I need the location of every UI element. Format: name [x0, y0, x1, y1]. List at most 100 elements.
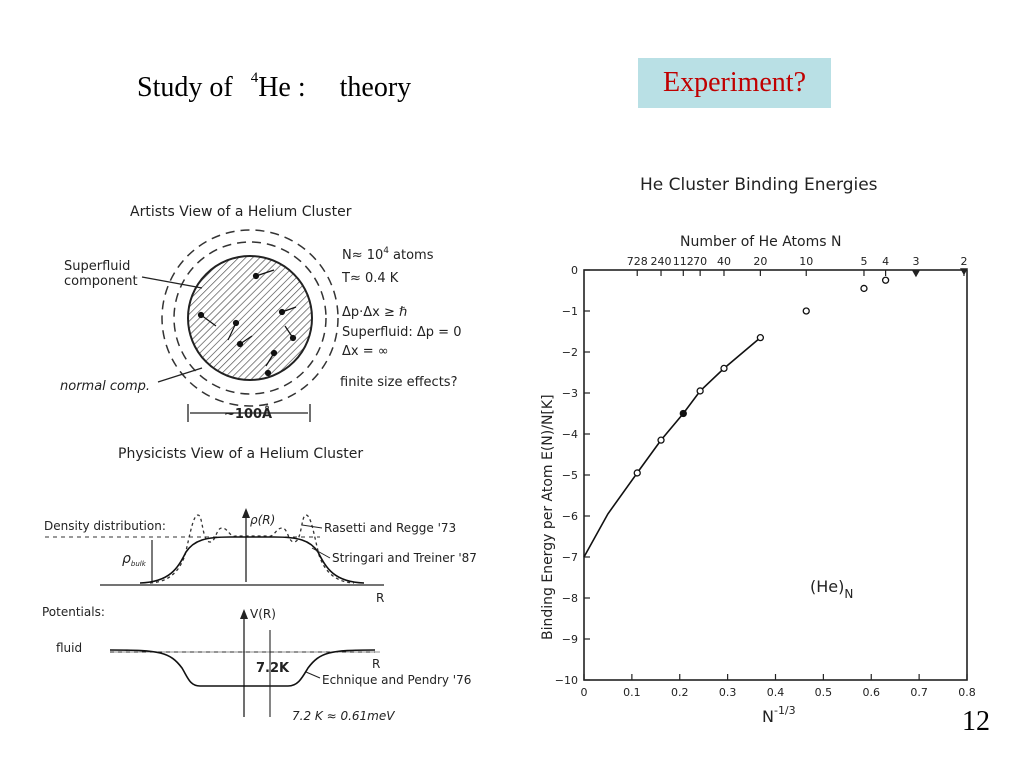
- y-tick-label: −6: [562, 510, 578, 523]
- top-tick-label: 4: [882, 255, 889, 268]
- top-tick-label: 240: [651, 255, 672, 268]
- rho-bulk-label: ρbulk: [122, 551, 147, 568]
- top-tick-label: 5: [860, 255, 867, 268]
- density-label: Density distribution:: [44, 519, 166, 533]
- data-point: [860, 284, 868, 293]
- superfluid-pointer: [141, 276, 203, 289]
- normal-pointer: [157, 367, 203, 383]
- atom-dots: [197, 269, 297, 377]
- data-point: [657, 436, 665, 444]
- x-axis-label: N-1/3: [762, 704, 796, 726]
- top-tick-label: 70: [693, 255, 707, 268]
- title-prefix: Study of: [137, 72, 233, 103]
- data-point: [881, 276, 890, 284]
- x-tick-label: 0.2: [671, 686, 689, 699]
- data-point: [720, 364, 728, 373]
- data-point: [679, 409, 687, 418]
- y-tick-label: −8: [562, 592, 578, 605]
- superfluid-label-line2: component: [64, 274, 138, 289]
- depth-label: 7.2K: [256, 661, 290, 676]
- experiment-box: Experiment?: [638, 58, 831, 108]
- chart-title: He Cluster Binding Energies: [640, 175, 878, 195]
- uncertainty-relation: Δp·Δx ≥ ℏ: [342, 305, 407, 320]
- data-points: [633, 268, 968, 477]
- size-label: ~100Å: [224, 406, 272, 422]
- top-tick-label: 20: [753, 255, 767, 268]
- v-r-label: V(R): [250, 607, 276, 621]
- top-axis-ticks: 728 240 112 70 40 20 10 5 4 3 2: [627, 255, 967, 276]
- stringari-label: Stringari and Treiner '87: [332, 551, 477, 565]
- page-number: 12: [962, 706, 990, 737]
- potentials-label: Potentials:: [42, 605, 105, 619]
- outer-dashed-circle: [161, 229, 339, 407]
- echnique-label: Echnique and Pendry '76: [322, 673, 471, 687]
- superfluid-core: [187, 255, 313, 381]
- normal-comp-label: normal comp.: [60, 379, 150, 394]
- y-tick-label: 0: [571, 264, 578, 277]
- data-point: [911, 270, 920, 278]
- superfluid-dp: Superfluid: Δp = 0: [342, 325, 461, 340]
- echnique-pointer: [305, 671, 321, 679]
- potential-r-label: R: [372, 657, 380, 671]
- y-tick-label: −9: [562, 633, 578, 646]
- top-tick-label: 112: [673, 255, 694, 268]
- data-point: [802, 307, 810, 315]
- top-tick-label: 40: [717, 255, 731, 268]
- binding-energy-chart: He Cluster Binding Energies Number of He…: [540, 175, 976, 726]
- x-tick-label: 0.4: [767, 686, 785, 699]
- slide-title: Study of 4He : theory: [137, 69, 412, 104]
- y-tick-label: −1: [562, 305, 578, 318]
- top-axis-label: Number of He Atoms N: [680, 234, 841, 250]
- rasetti-curve: [149, 514, 355, 584]
- y-tick-label: −3: [562, 387, 578, 400]
- y-axis-label: Binding Energy per Atom E(N)/N[K]: [540, 394, 556, 640]
- top-tick-label: 10: [799, 255, 813, 268]
- fluid-label: fluid: [56, 641, 82, 655]
- physicist-title: Physicists View of a Helium Cluster: [118, 446, 363, 462]
- y-tick-label: −7: [562, 551, 578, 564]
- stringari-pointer: [311, 547, 331, 559]
- top-tick-label: 728: [627, 255, 648, 268]
- potential-well: [109, 649, 376, 687]
- data-point: [756, 333, 765, 342]
- y-tick-label: −10: [555, 674, 578, 687]
- atom-count: N≈ 104 atoms: [342, 246, 434, 263]
- top-tick-label: 3: [912, 255, 919, 268]
- conversion-label: 7.2 K ≈ 0.61meV: [292, 709, 395, 723]
- x-tick-label: 0.8: [958, 686, 976, 699]
- x-tick-label: 0.6: [863, 686, 881, 699]
- title-element: He :: [258, 72, 306, 103]
- fit-curve: [583, 336, 761, 558]
- dx-infinity: Δx = ∞: [342, 344, 389, 359]
- y-tick-label: −2: [562, 346, 578, 359]
- data-point: [696, 387, 704, 395]
- x-tick-label: 0.5: [815, 686, 833, 699]
- artist-title: Artists View of a Helium Cluster: [130, 204, 352, 220]
- density-y-arrow: [242, 508, 250, 518]
- temperature: T≈ 0.4 K: [341, 271, 399, 286]
- x-tick-label: 0.1: [623, 686, 641, 699]
- potential-y-arrow: [240, 609, 248, 619]
- middle-dashed-circle: [173, 241, 327, 395]
- title-suffix: theory: [339, 72, 412, 103]
- stringari-curve: [139, 536, 365, 584]
- data-point: [959, 268, 968, 276]
- helium-cluster-figure: Artists View of a Helium Cluster Superfl…: [42, 204, 477, 723]
- data-point: [633, 469, 641, 477]
- superfluid-label-line1: Superfluid: [64, 259, 130, 274]
- x-tick-label: 0.3: [719, 686, 737, 699]
- title-superscript: 4: [250, 69, 259, 86]
- chart-annotation: (He)N: [810, 577, 853, 601]
- y-axis-ticks: 0 −1 −2 −3 −4 −5 −6 −7 −8 −9 −10: [555, 264, 590, 687]
- x-tick-label: 0: [581, 686, 588, 699]
- top-tick-label: 2: [960, 255, 967, 268]
- y-tick-label: −4: [562, 428, 578, 441]
- density-r-label: R: [376, 591, 384, 605]
- x-tick-label: 0.7: [910, 686, 928, 699]
- x-axis-ticks: 0 0.1 0.2 0.3 0.4 0.5 0.6 0.7 0.8: [581, 674, 976, 699]
- rasetti-pointer: [301, 524, 323, 529]
- y-tick-label: −5: [562, 469, 578, 482]
- plot-frame: [583, 269, 968, 681]
- rasetti-label: Rasetti and Regge '73: [324, 521, 456, 535]
- rho-r-label: ρ(R): [250, 513, 275, 527]
